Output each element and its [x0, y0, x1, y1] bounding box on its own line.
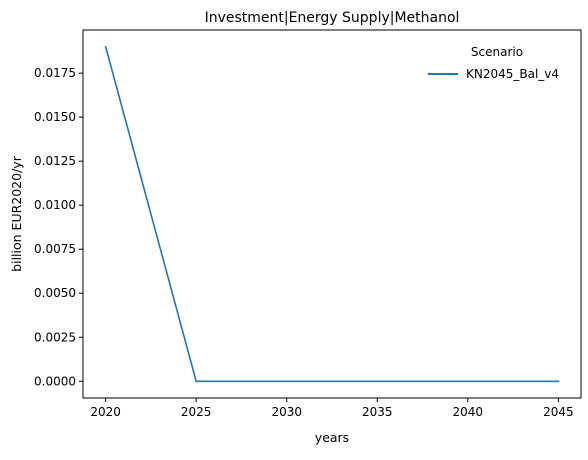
y-axis: 0.0000 0.0025 0.0050 0.0075 0.0100 0.0125 0.01… — [34, 66, 83, 388]
x-axis-title: years — [315, 430, 349, 445]
x-tick-label-2045: 2045 — [543, 405, 574, 419]
legend-label-kn2045-bal-v4: KN2045_Bal_v4 — [466, 67, 559, 81]
series-line-0 — [104, 45, 560, 383]
y-tick-label-0.0000: 0.0000 — [34, 374, 76, 388]
y-tick-label-0.0150: 0.0150 — [34, 110, 76, 124]
x-tick-label-2025: 2025 — [181, 405, 212, 419]
y-tick-label-0.0050: 0.0050 — [34, 286, 76, 300]
y-tick-label-0.0075: 0.0075 — [34, 242, 76, 256]
y-tick-label-0.0025: 0.0025 — [34, 330, 76, 344]
legend-title: Scenario — [471, 45, 523, 59]
chart-title: Investment|Energy Supply|Methanol — [205, 10, 460, 26]
x-tick-label-2020: 2020 — [90, 405, 121, 419]
x-tick-label-2040: 2040 — [453, 405, 484, 419]
y-tick-label-0.0125: 0.0125 — [34, 154, 76, 168]
x-axis: 2020 2025 2030 2035 2040 2045 — [90, 398, 574, 419]
plot-frame — [82, 29, 582, 399]
plot-area — [104, 45, 560, 383]
x-tick-label-2030: 2030 — [271, 405, 302, 419]
y-tick-label-0.0100: 0.0100 — [34, 198, 76, 212]
legend: Scenario KN2045_Bal_v4 — [428, 45, 559, 81]
y-tick-label-0.0175: 0.0175 — [34, 66, 76, 80]
x-tick-label-2035: 2035 — [362, 405, 393, 419]
y-axis-title: billion EUR2020/yr — [9, 155, 24, 272]
